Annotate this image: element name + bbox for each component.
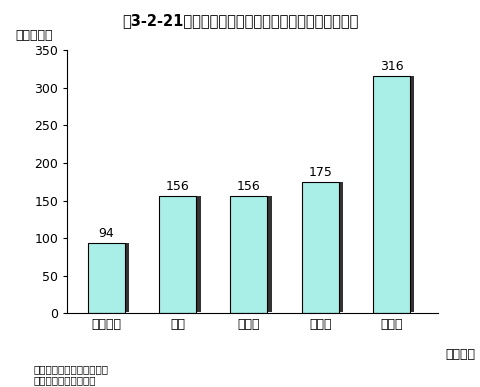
Text: （百万円）: （百万円） (15, 29, 53, 43)
Bar (372, 76, 409, 313)
Bar (92, 243, 129, 312)
Bar (230, 196, 267, 313)
Text: （年度）: （年度） (444, 348, 474, 361)
Bar (163, 196, 200, 312)
Text: 注）補正予算は含まない。: 注）補正予算は含まない。 (34, 364, 108, 374)
Bar (159, 196, 196, 313)
Bar (88, 243, 125, 313)
Text: 156: 156 (166, 180, 189, 193)
Text: 資料：科学技術庁調べ: 資料：科学技術庁調べ (34, 375, 96, 385)
Bar (234, 196, 271, 312)
Text: 316: 316 (379, 60, 402, 73)
Text: 175: 175 (308, 166, 331, 179)
Bar (376, 76, 413, 312)
Text: 94: 94 (98, 227, 114, 240)
Text: 156: 156 (237, 180, 260, 193)
Bar (305, 182, 342, 312)
Text: 第3-2-21図　データベース化支援事業の予算額の推移: 第3-2-21図 データベース化支援事業の予算額の推移 (122, 14, 358, 29)
Bar (301, 182, 338, 313)
